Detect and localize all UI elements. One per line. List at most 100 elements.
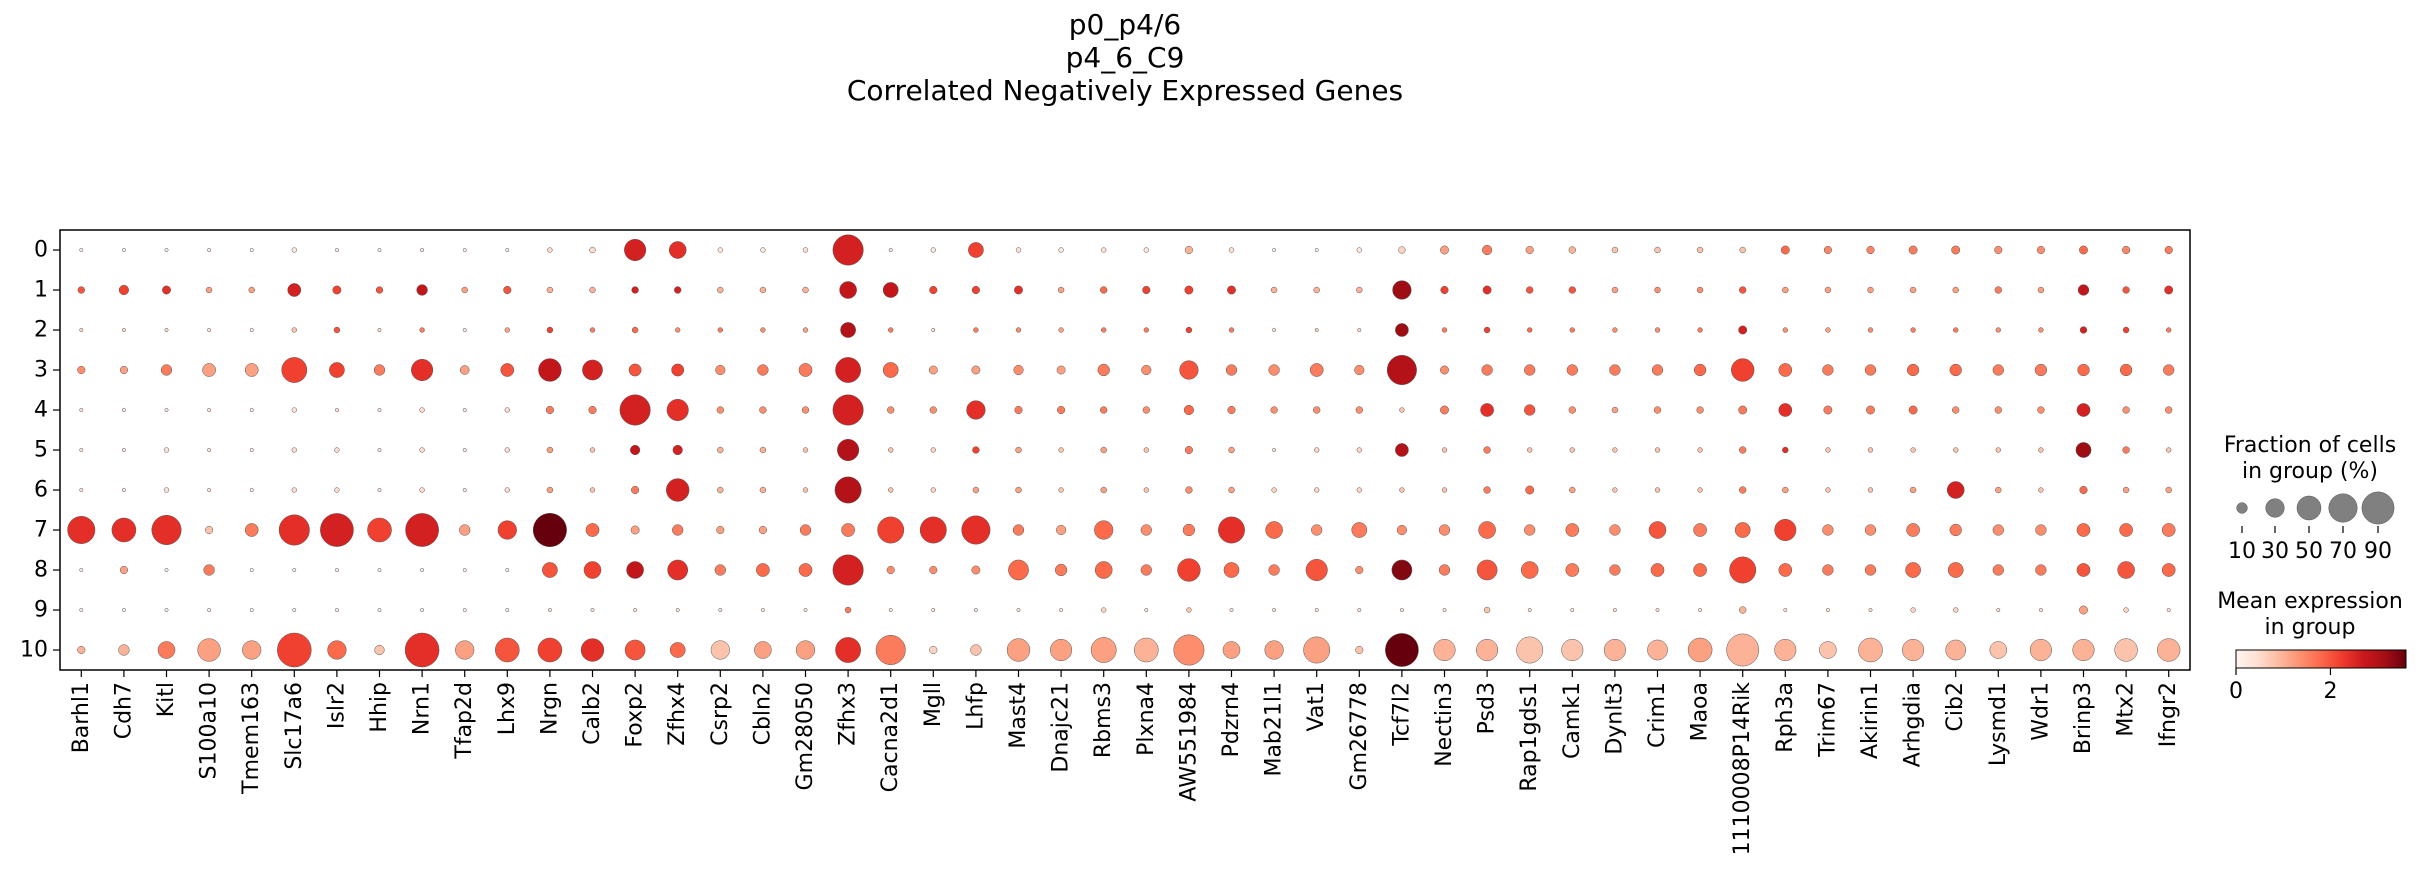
x-tick-label-Rbms3: Rbms3 [1091,682,1116,758]
dot-0-Dynlt3 [1611,246,1619,254]
dot-4-S100a10 [207,408,212,412]
dot-6-Cib2 [1946,481,1965,499]
dot-4-Cbln2 [759,406,767,414]
dot-5-Dnajc21 [1058,447,1064,453]
dot-5-S100a10 [207,448,212,452]
dot-2-Brinp3 [2079,326,2088,334]
dot-6-Lysmd1 [1995,486,2002,494]
dot-3-Mast4 [1013,364,1024,376]
dot-6-Crim1 [1654,487,1661,493]
dot-7-Pdzrn4 [1218,516,1245,544]
x-tick-label-Gm28050: Gm28050 [793,682,818,790]
dot-10-Gm26778 [1355,645,1364,655]
dot-3-Nectin3 [1440,365,1449,375]
dot-5-Tcf7l2 [1395,443,1409,457]
dot-0-Rbms3 [1101,247,1107,253]
dot-9-Slc17a6 [292,608,297,612]
dot-9-Lysmd1 [1996,608,2001,612]
dot-5-Cbln2 [759,446,767,454]
dot-7-Islr2 [320,513,354,547]
dot-8-Lysmd1 [1992,564,2004,576]
dot-0-Maoa [1696,246,1704,254]
dot-5-Arhgdia [1910,447,1916,453]
dot-6-Rap1gds1 [1525,485,1535,495]
dot-9-Calb2 [590,608,595,612]
dot-5-Crim1 [1654,447,1661,453]
size-legend-label-90: 90 [2364,539,2392,564]
dot-4-Cacna2d1 [887,406,895,414]
dot-8-Islr2 [334,568,339,572]
dot-9-Tfap2d [462,608,467,612]
y-tick-label-9: 9 [34,598,48,623]
dot-10-Trim67 [1819,641,1837,659]
dot-8-1110008P14Rik [1729,556,1757,584]
dot-6-Mab21l1 [1271,487,1277,493]
dot-7-Cib2 [1949,523,1962,537]
dot-5-Camk1 [1569,447,1575,453]
dot-3-Maoa [1693,363,1707,377]
dot-1-Camk1 [1568,286,1576,294]
dot-0-Plxna4 [1143,247,1149,253]
x-tick-label-Plxna4: Plxna4 [1134,682,1159,756]
dot-0-Akirin1 [1866,245,1875,255]
y-tick-label-6: 6 [34,478,48,503]
dot-0-Dnajc21 [1058,247,1064,253]
dot-6-Vat1 [1314,487,1320,493]
dot-0-Mast4 [1015,247,1022,253]
x-tick-label-Rap1gds1: Rap1gds1 [1517,682,1542,792]
dot-6-Nectin3 [1441,487,1448,493]
dot-1-S100a10 [205,286,213,294]
size-legend-dot-50 [2296,495,2322,521]
x-tick-label-Camk1: Camk1 [1560,682,1585,759]
dot-7-1110008P14Rik [1734,522,1751,538]
dot-3-Vat1 [1309,363,1324,377]
size-legend-label-10: 10 [2228,539,2256,564]
dot-6-Dnajc21 [1058,487,1064,493]
x-tick-label-Lhx9: Lhx9 [495,682,520,735]
dot-2-Lhfp [973,327,979,333]
dot-10-Tcf7l2 [1385,633,1419,667]
dot-6-Zfhx4 [666,478,690,502]
dot-0-Cbln2 [760,247,766,253]
dot-8-Trim67 [1822,564,1834,576]
dot-10-Lhfp [970,644,982,656]
size-legend-label-30: 30 [2261,539,2289,564]
dot-10-Lysmd1 [1989,641,2008,659]
dot-5-Lhfp [972,446,980,454]
dot-6-Calb2 [589,487,596,493]
dot-10-Rbms3 [1090,637,1117,663]
dot-9-Foxp2 [633,608,638,612]
dot-10-Foxp2 [624,639,646,661]
dot-4-Cib2 [1952,406,1960,414]
x-tick-label-Kitl: Kitl [154,682,179,717]
dot-8-Cib2 [1947,562,1964,578]
dot-1-Nrn1 [416,284,428,296]
dot-4-Dnajc21 [1057,405,1066,415]
dot-7-Cacna2d1 [877,516,905,544]
dot-6-Foxp2 [631,485,640,495]
dot-2-Calb2 [589,327,596,333]
dot-8-Mtx2 [2117,561,2135,579]
dot-3-Crim1 [1651,364,1664,376]
dot-2-Psd3 [1483,326,1491,334]
dot-4-Trim67 [1823,405,1833,415]
dots-layer [67,234,2181,668]
size-legend-dot-10 [2236,502,2248,514]
dot-6-Rbms3 [1100,486,1107,494]
dot-1-Akirin1 [1867,286,1874,294]
dot-0-AW551984 [1184,245,1193,255]
dot-0-Cdh7 [121,248,126,252]
dot-8-Tcf7l2 [1391,559,1413,581]
dot-3-Cib2 [1949,363,1962,377]
dot-8-Hhip [377,568,382,572]
dot-5-Mab21l1 [1272,448,1277,452]
dot-9-Cib2 [1953,607,1959,613]
dot-6-Rph3a [1782,486,1789,494]
dot-3-Mab21l1 [1268,364,1280,376]
dot-0-Psd3 [1482,244,1493,256]
dot-2-Cbln2 [760,327,766,333]
dot-4-Ifngr2 [2165,406,2173,414]
dot-5-Dynlt3 [1612,447,1618,453]
dot-4-Mtx2 [2122,406,2130,414]
